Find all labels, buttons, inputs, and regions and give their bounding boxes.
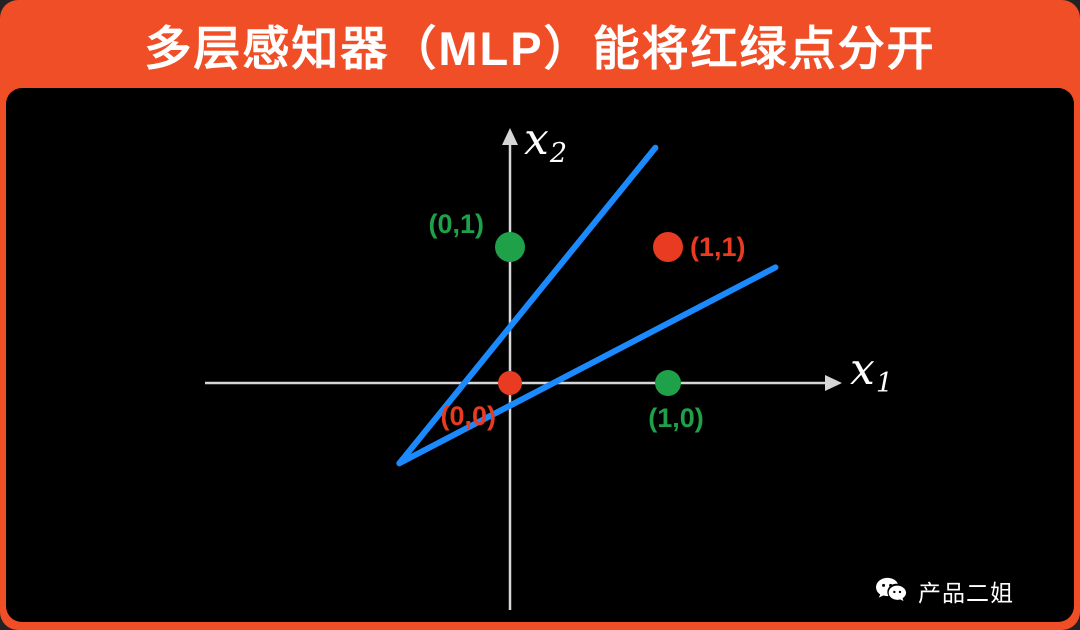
watermark-label: 产品二姐 (918, 580, 1014, 606)
page-title: 多层感知器（MLP）能将红绿点分开 (144, 21, 936, 75)
wechat-icon (875, 576, 909, 606)
x-axis-label: x1 (850, 344, 894, 399)
plot-area (6, 88, 1074, 622)
watermark: 产品二姐 (875, 574, 1014, 608)
y-axis-label: x2 (524, 114, 568, 169)
title-banner: 多层感知器（MLP）能将红绿点分开 (0, 0, 1080, 88)
